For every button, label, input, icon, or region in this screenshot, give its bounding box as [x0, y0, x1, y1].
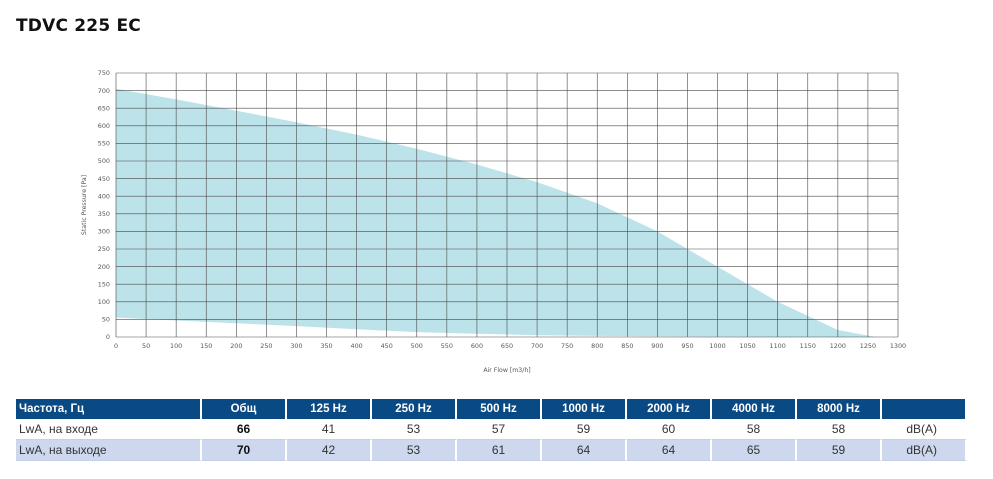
header-8000hz: 8000 Hz [797, 399, 882, 419]
noise-table: Частота, Гц Общ 125 Hz 250 Hz 500 Hz 100… [16, 399, 967, 461]
chart-grid [115, 72, 899, 338]
cell-value: 53 [372, 419, 457, 440]
y-axis-ticks: 0 50 100 150 200 250 300 350 400 450 500 550 600 650 7… [98, 69, 110, 341]
x-tick-label: 100 [170, 342, 182, 350]
cell-value: 65 [712, 440, 797, 461]
y-tick-label: 0 [106, 333, 110, 341]
header-1000hz: 1000 Hz [542, 399, 627, 419]
x-tick-label: 1200 [830, 342, 846, 350]
unit-label: dB(A) [882, 419, 967, 440]
header-125hz: 125 Hz [287, 399, 372, 419]
y-tick-label: 450 [98, 175, 110, 183]
header-2000hz: 2000 Hz [627, 399, 712, 419]
x-tick-label: 1050 [739, 342, 755, 350]
x-tick-label: 400 [351, 342, 363, 350]
y-tick-label: 650 [98, 104, 110, 112]
y-tick-label: 550 [98, 140, 110, 148]
x-axis-title: Air Flow [m3/h] [483, 367, 530, 374]
y-tick-label: 250 [98, 245, 110, 253]
x-tick-label: 250 [260, 342, 272, 350]
cell-value: 58 [712, 419, 797, 440]
cell-value: 61 [457, 440, 542, 461]
y-tick-label: 300 [98, 228, 110, 236]
y-tick-label: 750 [98, 69, 110, 77]
noise-table-header: Частота, Гц Общ 125 Hz 250 Hz 500 Hz 100… [16, 399, 967, 419]
x-tick-label: 450 [381, 342, 393, 350]
cell-value: 41 [287, 419, 372, 440]
cell-value: 57 [457, 419, 542, 440]
x-tick-label: 150 [200, 342, 212, 350]
x-tick-label: 650 [501, 342, 513, 350]
operating-area-fill [116, 88, 876, 337]
x-tick-label: 200 [230, 342, 242, 350]
header-unit [882, 399, 967, 419]
y-tick-label: 200 [98, 263, 110, 271]
cell-value: 64 [542, 440, 627, 461]
x-tick-label: 500 [411, 342, 423, 350]
header-250hz: 250 Hz [372, 399, 457, 419]
header-500hz: 500 Hz [457, 399, 542, 419]
cell-value: 42 [287, 440, 372, 461]
x-tick-label: 1150 [800, 342, 816, 350]
header-total: Общ [202, 399, 287, 419]
cell-value: 53 [372, 440, 457, 461]
x-tick-label: 300 [290, 342, 302, 350]
x-tick-label: 1000 [709, 342, 725, 350]
y-tick-label: 600 [98, 122, 110, 130]
x-tick-label: 1100 [770, 342, 786, 350]
x-tick-label: 850 [621, 342, 633, 350]
y-tick-label: 100 [98, 298, 110, 306]
cell-value: 58 [797, 419, 882, 440]
total-value: 66 [202, 419, 287, 440]
cell-value: 64 [627, 440, 712, 461]
x-tick-label: 1250 [860, 342, 876, 350]
operating-area [116, 88, 876, 337]
page-title: TDVC 225 EC [16, 16, 141, 36]
y-tick-label: 150 [98, 280, 110, 288]
unit-label: dB(A) [882, 440, 967, 461]
y-tick-label: 400 [98, 192, 110, 200]
x-tick-label: 350 [320, 342, 332, 350]
x-tick-label: 0 [114, 342, 118, 350]
header-4000hz: 4000 Hz [712, 399, 797, 419]
cell-value: 60 [627, 419, 712, 440]
row-label: LwA, на выходе [16, 440, 202, 461]
x-tick-label: 750 [561, 342, 573, 350]
x-tick-label: 800 [591, 342, 603, 350]
x-tick-label: 900 [651, 342, 663, 350]
cell-value: 59 [797, 440, 882, 461]
cell-value: 59 [542, 419, 627, 440]
x-tick-label: 550 [441, 342, 453, 350]
table-row: LwA, на выходе 70 42 53 61 64 64 65 59 d… [16, 440, 967, 461]
y-tick-label: 350 [98, 210, 110, 218]
total-value: 70 [202, 440, 287, 461]
x-tick-label: 50 [142, 342, 150, 350]
x-tick-label: 700 [531, 342, 543, 350]
row-label: LwA, на входе [16, 419, 202, 440]
y-tick-label: 700 [98, 87, 110, 95]
fan-performance-chart: 0 50 100 150 200 250 300 350 400 450 500 550 600 650 7… [81, 69, 906, 374]
x-tick-label: 1300 [890, 342, 906, 350]
y-tick-label: 500 [98, 157, 110, 165]
header-frequency: Частота, Гц [16, 399, 202, 419]
y-axis-title: Static Pressure [Pa] [81, 175, 88, 235]
x-axis-ticks: 0 50 100 150 200 250 300 350 400 450 500 550 600 650 7… [114, 342, 906, 350]
x-tick-label: 950 [681, 342, 693, 350]
y-tick-label: 50 [102, 316, 110, 324]
x-tick-label: 600 [471, 342, 483, 350]
table-row: LwA, на входе 66 41 53 57 59 60 58 58 dB… [16, 419, 967, 440]
